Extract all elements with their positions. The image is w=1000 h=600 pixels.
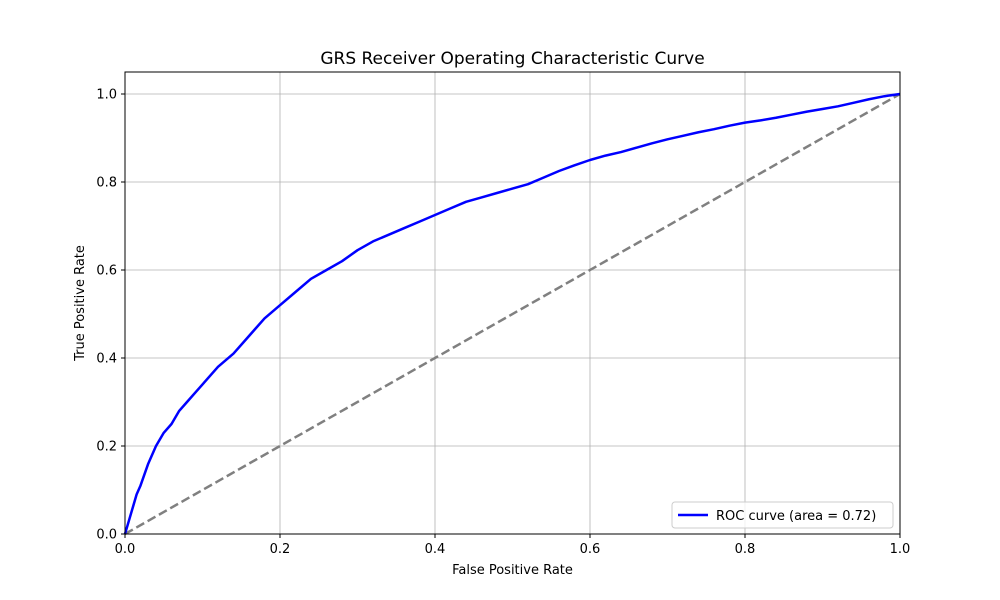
x-tick-label: 0.2	[270, 542, 291, 557]
y-tick-label: 1.0	[96, 88, 117, 103]
y-tick-label: 0.0	[96, 528, 117, 543]
y-axis-label: True Positive Rate	[73, 245, 88, 362]
roc-curve-line	[123, 92, 901, 535]
y-tick-label: 0.2	[96, 440, 117, 455]
plot-frame	[124, 71, 901, 535]
diagonal-reference-line	[124, 92, 901, 536]
chart-title: GRS Receiver Operating Characteristic Cu…	[320, 49, 704, 69]
x-tick-label: 1.0	[890, 542, 911, 557]
y-tick-label: 0.8	[96, 176, 117, 191]
series-layer	[123, 92, 901, 536]
legend-box	[671, 501, 894, 529]
legend: ROC curve (area = 0.72)	[671, 501, 894, 529]
x-tick-label: 0.8	[735, 542, 756, 557]
x-tick-label: 0.0	[115, 542, 136, 557]
legend-label-roc: ROC curve (area = 0.72)	[716, 509, 876, 524]
axis-ticks: 0.0 0.2 0.4 0.6 0.8 1.0 0.0 0.2 0.4 0.6 0.8 1.0	[96, 88, 910, 558]
x-tick-label: 0.4	[425, 542, 446, 557]
y-tick-label: 0.6	[96, 264, 117, 279]
y-tick-label: 0.4	[96, 352, 117, 367]
x-axis-label: False Positive Rate	[452, 563, 573, 578]
x-tick-label: 0.6	[580, 542, 601, 557]
